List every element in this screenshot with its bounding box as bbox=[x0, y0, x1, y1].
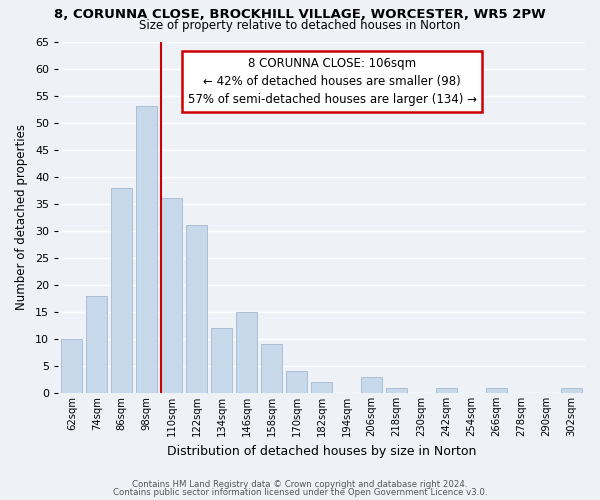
Bar bbox=[186, 226, 208, 393]
Bar bbox=[286, 372, 307, 393]
Bar bbox=[361, 377, 382, 393]
Bar bbox=[136, 106, 157, 393]
Bar bbox=[161, 198, 182, 393]
Bar bbox=[86, 296, 107, 393]
Bar bbox=[61, 339, 82, 393]
Text: 8, CORUNNA CLOSE, BROCKHILL VILLAGE, WORCESTER, WR5 2PW: 8, CORUNNA CLOSE, BROCKHILL VILLAGE, WOR… bbox=[54, 8, 546, 20]
Bar bbox=[111, 188, 133, 393]
Bar bbox=[436, 388, 457, 393]
Bar bbox=[261, 344, 282, 393]
Bar bbox=[311, 382, 332, 393]
Bar bbox=[236, 312, 257, 393]
X-axis label: Distribution of detached houses by size in Norton: Distribution of detached houses by size … bbox=[167, 444, 476, 458]
Text: Contains public sector information licensed under the Open Government Licence v3: Contains public sector information licen… bbox=[113, 488, 487, 497]
Text: Size of property relative to detached houses in Norton: Size of property relative to detached ho… bbox=[139, 18, 461, 32]
Bar bbox=[386, 388, 407, 393]
Text: Contains HM Land Registry data © Crown copyright and database right 2024.: Contains HM Land Registry data © Crown c… bbox=[132, 480, 468, 489]
Bar bbox=[211, 328, 232, 393]
Bar bbox=[560, 388, 582, 393]
Bar bbox=[486, 388, 507, 393]
Y-axis label: Number of detached properties: Number of detached properties bbox=[15, 124, 28, 310]
Text: 8 CORUNNA CLOSE: 106sqm
← 42% of detached houses are smaller (98)
57% of semi-de: 8 CORUNNA CLOSE: 106sqm ← 42% of detache… bbox=[188, 58, 476, 106]
